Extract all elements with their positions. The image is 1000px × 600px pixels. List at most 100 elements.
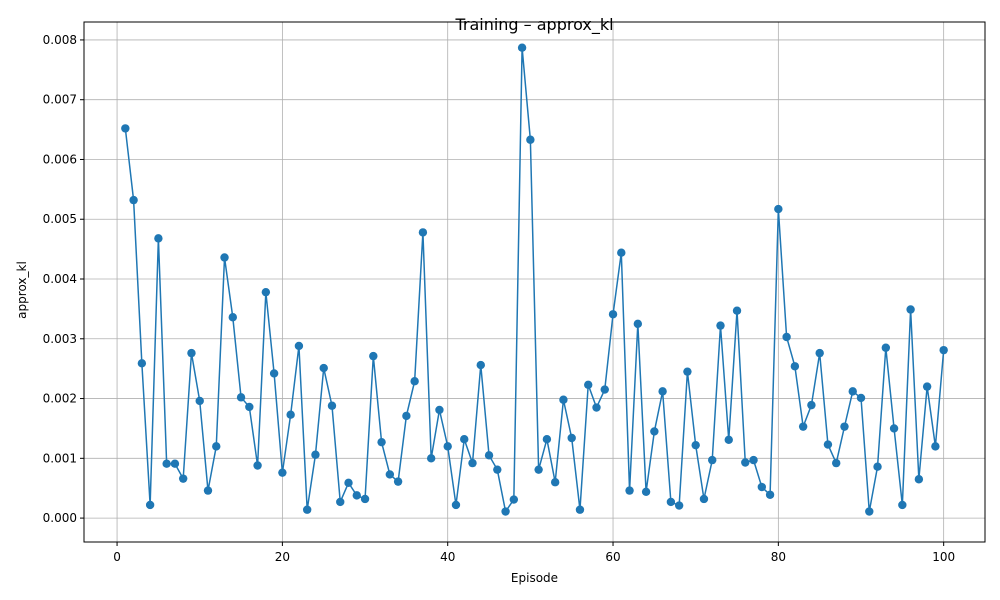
y-tick-label: 0.000 (43, 511, 77, 525)
data-point (369, 351, 378, 361)
x-tick-label: 40 (440, 550, 455, 564)
data-point (832, 458, 841, 468)
data-point (245, 402, 254, 412)
data-point (137, 359, 147, 368)
data-point (228, 313, 237, 322)
y-tick-label: 0.007 (43, 93, 77, 107)
data-point (575, 505, 585, 514)
data-point (823, 440, 833, 449)
data-point (468, 458, 477, 468)
data-point (765, 490, 775, 499)
data-point (195, 396, 204, 406)
data-point (873, 462, 882, 471)
data-point (418, 228, 428, 237)
data-point (443, 442, 452, 451)
data-point (625, 486, 634, 495)
data-point (881, 343, 891, 352)
y-tick-label: 0.001 (43, 451, 77, 465)
data-point (435, 405, 444, 415)
data-point (856, 393, 866, 403)
data-point (790, 362, 800, 371)
data-point (509, 495, 519, 504)
data-point (278, 468, 287, 477)
data-point (385, 470, 395, 479)
data-point (716, 321, 725, 330)
data-point (815, 348, 824, 358)
y-tick-label: 0.006 (43, 152, 77, 166)
data-point (798, 422, 808, 431)
x-tick-label: 20 (275, 550, 290, 564)
data-point (501, 507, 510, 516)
data-point (567, 433, 576, 443)
data-point (550, 478, 560, 487)
data-point (269, 369, 279, 378)
data-point (121, 124, 130, 133)
data-point (393, 477, 403, 486)
data-point (236, 393, 246, 402)
data-point (922, 382, 932, 391)
data-point (914, 475, 924, 484)
data-point (906, 305, 915, 314)
data-point (302, 505, 312, 514)
data-point (526, 135, 535, 144)
data-point (145, 500, 155, 510)
data-point (162, 459, 171, 468)
data-point (261, 287, 271, 297)
data-point (708, 455, 717, 465)
data-point (650, 427, 659, 436)
data-point (782, 332, 791, 342)
data-point (889, 424, 899, 433)
data-point (286, 410, 295, 419)
y-axis-label: approx_kl (15, 261, 29, 319)
data-point (674, 501, 684, 510)
data-point (484, 451, 494, 460)
data-point (187, 348, 196, 358)
y-tick-label: 0.003 (43, 332, 77, 346)
data-point (203, 486, 213, 495)
data-point (666, 497, 676, 507)
data-point (542, 435, 552, 444)
data-point (212, 442, 221, 451)
data-point (294, 341, 304, 351)
data-point (170, 459, 180, 468)
data-point (377, 437, 386, 447)
data-point (848, 387, 857, 396)
data-point (749, 455, 758, 465)
data-point (178, 474, 188, 483)
data-point (807, 400, 816, 410)
data-point (600, 385, 609, 394)
data-point (608, 310, 618, 319)
data-point (592, 403, 601, 412)
data-point (741, 458, 750, 467)
data-point (691, 440, 700, 450)
data-point (658, 387, 667, 396)
x-tick-label: 80 (771, 550, 786, 564)
data-point (344, 478, 353, 488)
data-point (840, 422, 849, 431)
data-point (319, 363, 328, 373)
data-point (617, 248, 626, 257)
data-point (517, 43, 527, 52)
data-point (360, 494, 370, 504)
data-point (534, 465, 543, 474)
y-tick-label: 0.008 (43, 33, 77, 47)
data-point (352, 491, 361, 500)
data-point (327, 401, 337, 410)
x-tick-label: 0 (113, 550, 121, 564)
grid (84, 22, 985, 542)
data-point (559, 395, 568, 404)
data-point (253, 461, 262, 470)
data-point (683, 367, 692, 376)
data-point (493, 465, 502, 474)
data-point (336, 497, 345, 507)
data-point (931, 442, 940, 451)
x-tick-label: 100 (932, 550, 955, 564)
data-point (633, 319, 643, 329)
data-point (898, 500, 907, 510)
data-point (757, 482, 767, 492)
y-tick-label: 0.002 (43, 392, 77, 406)
data-point (724, 435, 733, 444)
data-point (699, 494, 709, 504)
